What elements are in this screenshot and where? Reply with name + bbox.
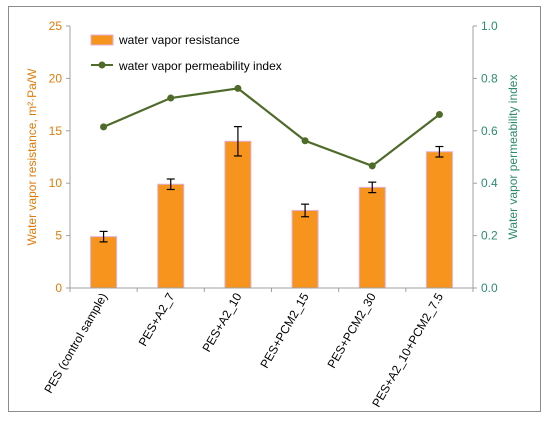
y-tick-label-left: 5 xyxy=(55,229,62,243)
line-layer xyxy=(100,84,443,170)
y-tick-label-right: 0.8 xyxy=(481,71,498,85)
bar xyxy=(358,186,386,289)
legend-line-marker xyxy=(98,61,106,69)
x-tick-label: PES+A2_10 xyxy=(200,290,245,354)
line-point xyxy=(100,123,108,131)
legend-label-line-series: water vapor permeability index xyxy=(118,59,282,73)
bar xyxy=(90,236,118,289)
line-point xyxy=(368,162,376,170)
y-tick-label-left: 10 xyxy=(49,176,63,190)
bar xyxy=(425,151,453,289)
y-tick-label-left: 0 xyxy=(55,281,62,295)
y-tick-label-left: 20 xyxy=(49,71,63,85)
bar xyxy=(224,140,252,289)
x-tick-label: PES+PCM2_15 xyxy=(257,290,311,370)
x-tick-label: PES+A2_7 xyxy=(136,290,178,348)
bar xyxy=(157,183,185,289)
y-tick-label-right: 0.4 xyxy=(481,176,498,190)
x-tick-label: PES+A2_10+PCM2_7.5 xyxy=(369,290,446,409)
line-point xyxy=(435,111,443,119)
legend: water vapor resistance water vapor perme… xyxy=(90,33,282,73)
y-tick-label-right: 0.0 xyxy=(481,281,498,295)
y-tick-label-right: 0.2 xyxy=(481,229,498,243)
x-tick-label: PES (control sample) xyxy=(41,290,110,395)
y-tick-label-right: 1.0 xyxy=(481,19,498,33)
line-point xyxy=(301,137,309,145)
line-point xyxy=(234,84,242,92)
line-point xyxy=(167,94,175,102)
chart-frame xyxy=(8,6,541,412)
permeability-index-line xyxy=(103,87,441,168)
y-axis-title-right: Water vapor permeability index xyxy=(506,75,520,240)
y-tick-label-right: 0.6 xyxy=(481,124,498,138)
x-tick-label: PES+PCM2_30 xyxy=(325,290,379,370)
bars-layer xyxy=(90,126,453,289)
y-axis-title-left: Water vapor resistance, m²·Pa/W xyxy=(25,68,39,246)
bar xyxy=(291,209,319,289)
legend-bar-swatch xyxy=(90,34,114,46)
y-tick-label-left: 15 xyxy=(49,124,63,138)
legend-label-bar-series: water vapor resistance xyxy=(118,33,240,47)
y-tick-label-left: 25 xyxy=(49,19,63,33)
